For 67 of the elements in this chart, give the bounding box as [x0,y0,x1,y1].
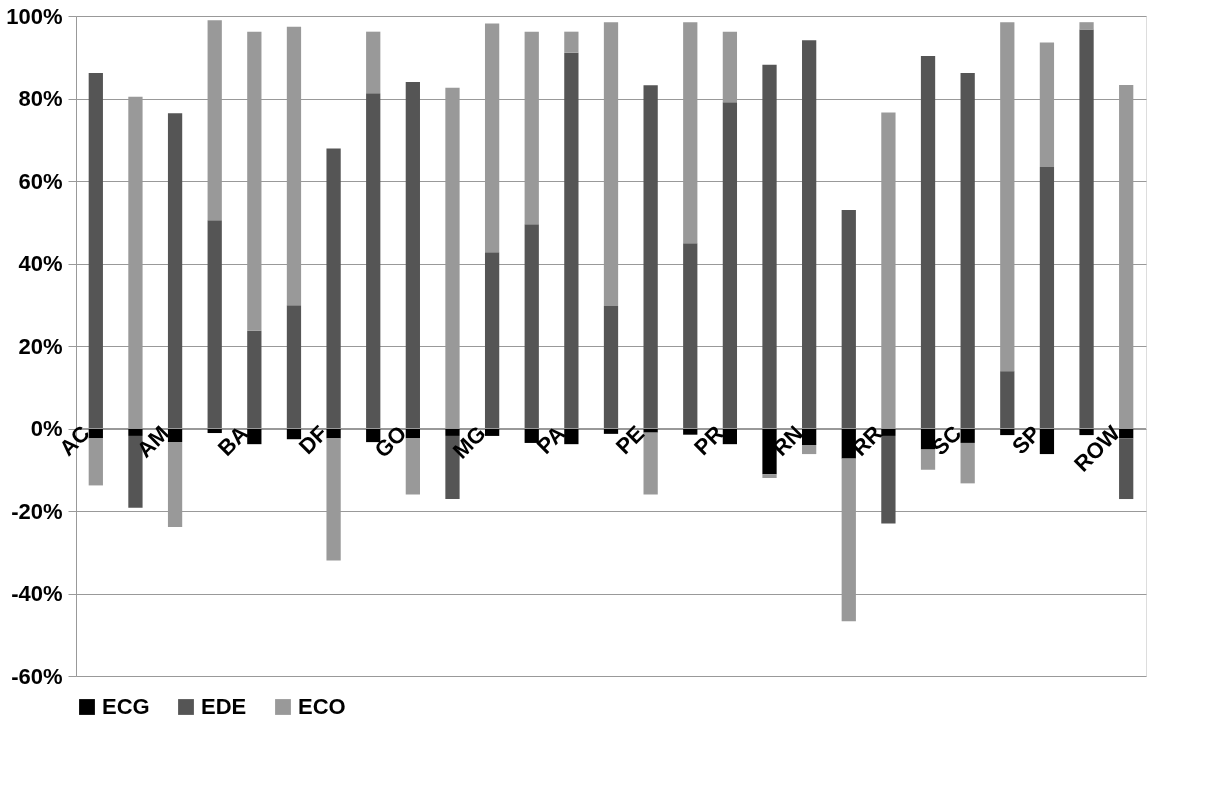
y-tick-label: 20% [18,333,63,359]
legend-label: ECO [298,694,346,719]
bar [167,113,183,429]
bar [960,442,975,484]
bar [841,428,856,459]
x-tick-label: PA [531,420,571,459]
bar [564,428,579,445]
bar [920,428,936,450]
y-tick-label: 80% [18,86,63,111]
bar [881,428,896,436]
bar [920,449,936,470]
bar [1039,166,1055,429]
y-tick-label: -60% [11,663,63,689]
bar [326,428,341,439]
bar [524,224,539,429]
bar [643,85,658,429]
bar [881,435,896,524]
bar [326,148,341,429]
bar [167,428,183,443]
bar [722,428,738,445]
legend-label: ECG [102,694,150,719]
bar [762,474,777,478]
y-tick-label: 100% [6,3,63,29]
bar [762,64,777,429]
x-tick-label: SP [1007,420,1046,460]
x-tick-label: DF [293,420,333,460]
bar [643,428,658,433]
bar [762,428,777,475]
x-tick-label: BA [212,420,253,461]
y-tick-label: -20% [11,498,63,524]
bar [1000,371,1015,429]
legend-label: EDE [201,694,247,719]
bar [841,209,856,429]
bar [960,72,975,429]
bar [802,428,817,445]
x-tick-label: MG [447,420,491,464]
bar [802,40,817,429]
bar [920,56,936,429]
bar [366,93,381,429]
bar [643,432,658,495]
bar [247,330,262,429]
bar [1079,22,1094,30]
bar [88,72,103,429]
bar [88,438,103,486]
bar [722,102,738,429]
x-tick-label: GO [369,420,412,463]
bar [1119,438,1134,500]
bar [247,428,262,445]
y-tick-label: 0% [30,416,63,441]
y-tick-label: -40% [11,581,63,606]
bar [1079,428,1094,436]
bar [564,31,579,53]
bar [207,220,222,429]
y-tick-label: 40% [18,251,63,276]
bar [960,428,975,443]
bar [405,82,420,429]
bar [366,31,381,94]
x-tick-label: PR [689,420,729,461]
x-tick-label: PE [610,420,650,460]
bar [484,252,500,429]
bar [564,52,579,429]
bar [802,445,817,455]
x-tick-label: AM [131,420,174,463]
bar [405,438,420,495]
y-tick-label: 60% [18,168,63,194]
bar [1039,428,1055,455]
bar [484,428,500,436]
